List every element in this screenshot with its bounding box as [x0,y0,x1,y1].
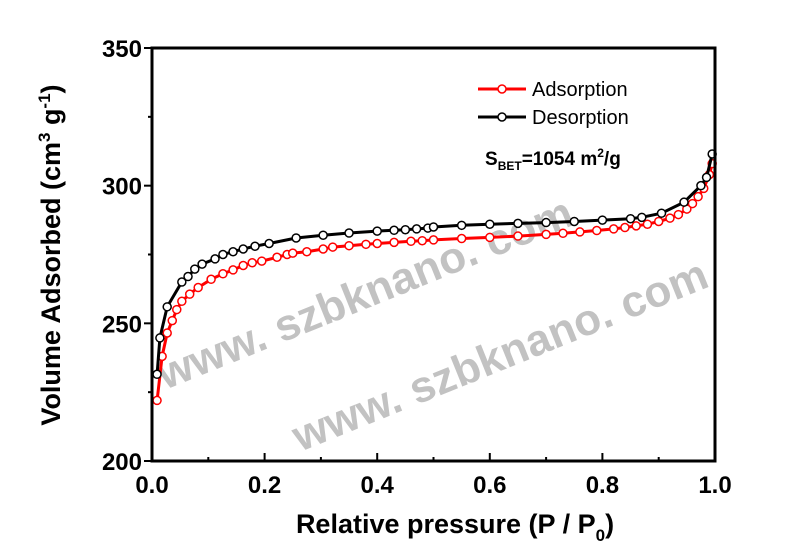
data-point-adsorption [558,228,568,239]
x-tick-label: 0.8 [586,472,619,499]
data-point-adsorption [417,235,427,246]
data-point-desorption [485,219,495,229]
data-point-adsorption [172,304,182,315]
data-point-desorption [597,215,608,225]
data-point-adsorption [238,260,248,271]
data-point-adsorption [428,235,439,245]
ticks: 0.0 0.2 0.4 0.6 0.8 1.0 200 250 300 350 [102,36,732,499]
data-point-adsorption [608,224,619,234]
data-point-desorption [372,226,382,236]
data-point-adsorption [167,315,178,326]
data-point-adsorption [575,227,585,237]
data-point-desorption [218,249,228,260]
legend: Adsorption Desorption [478,79,629,129]
data-point-desorption [344,228,354,238]
data-point-desorption [264,238,274,249]
data-point-desorption [656,208,667,218]
bet-annotation: SBET=1054 m2/g [485,146,621,173]
data-point-adsorption [456,233,467,244]
data-point-desorption [291,233,301,243]
data-point-desorption [152,369,162,380]
legend-label-desorption: Desorption [532,107,629,129]
data-point-desorption [250,241,260,251]
data-point-desorption [625,213,636,224]
data-point-adsorption [406,236,416,247]
data-point-desorption [696,180,706,191]
data-point-adsorption [541,229,551,240]
data-point-adsorption [665,213,675,223]
data-point-adsorption [485,232,495,243]
data-point-adsorption [693,191,703,202]
data-point-adsorption [389,237,399,248]
data-point-adsorption [631,221,641,231]
data-point-desorption [162,302,172,312]
x-tick-label: 0.4 [361,472,395,499]
data-point-adsorption [288,248,298,258]
data-point-desorption [679,197,689,207]
legend-marker-desorption [497,112,507,122]
data-point-adsorption [228,265,238,275]
data-point-adsorption [193,282,203,293]
data-point-desorption [197,259,207,269]
data-point-adsorption [184,289,195,299]
data-point-adsorption [344,240,354,251]
data-point-desorption [155,333,165,343]
data-point-adsorption [361,239,371,250]
data-point-desorption [238,244,248,254]
data-point-adsorption [673,209,684,220]
data-point-desorption [183,271,193,282]
data-point-adsorption [218,269,228,279]
data-point-desorption [701,172,712,183]
data-point-desorption [228,246,238,257]
legend-label-adsorption: Adsorption [532,79,628,101]
data-point-desorption [456,220,467,231]
data-point-desorption [190,264,200,274]
data-point-adsorption [206,274,216,285]
y-tick-label: 300 [102,174,142,201]
data-point-adsorption [302,246,312,257]
data-point-adsorption [272,252,282,263]
data-point-adsorption [247,258,257,268]
y-tick-label: 200 [102,449,142,476]
x-tick-label: 0.0 [135,472,168,499]
y-axis-title: Volume Adsorbed (cm3 g-1) [35,84,66,425]
data-point-desorption [318,230,328,240]
y-tick-label: 250 [102,311,142,338]
data-point-desorption [210,254,220,264]
data-point-desorption [400,224,411,235]
data-point-desorption [637,212,647,223]
data-point-adsorption [620,222,630,233]
data-point-adsorption [162,328,172,338]
data-point-desorption [411,224,422,234]
data-point-adsorption [177,296,187,307]
data-point-adsorption [592,225,602,236]
data-point-adsorption [642,219,653,229]
data-point-desorption [389,225,399,236]
data-point-desorption [541,217,551,228]
x-tick-label: 1.0 [698,472,731,499]
legend-marker-adsorption [497,84,507,94]
data-point-adsorption [653,216,664,227]
x-axis-title: Relative pressure (P / P0) [296,509,614,545]
data-point-desorption [569,216,579,227]
x-tick-label: 0.6 [473,472,506,499]
x-tick-label: 0.2 [248,472,281,499]
data-point-adsorption [327,242,338,252]
data-point-desorption [177,277,187,287]
y-tick-label: 350 [102,36,142,63]
data-point-adsorption [257,256,267,266]
data-point-adsorption [513,231,523,241]
data-point-adsorption [318,244,328,254]
data-point-adsorption [687,198,698,209]
data-point-desorption [428,222,439,232]
data-point-adsorption [152,395,162,406]
data-point-adsorption [372,238,382,249]
data-point-desorption [513,218,523,229]
